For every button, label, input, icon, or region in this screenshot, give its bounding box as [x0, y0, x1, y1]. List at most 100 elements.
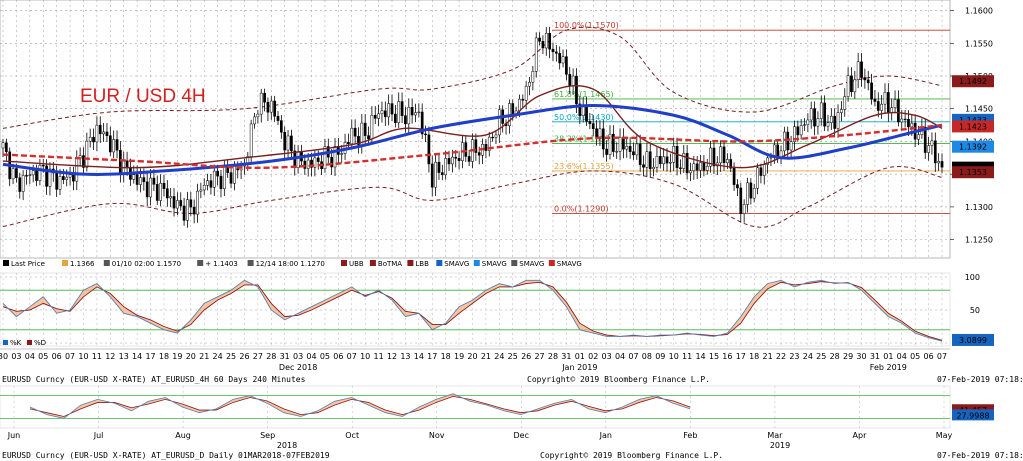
date-tick-label: 18: [159, 352, 169, 361]
legend-label: SMAVG: [482, 260, 507, 268]
legend-label: SMAVG: [557, 260, 582, 268]
candle-body: [806, 119, 810, 125]
candle-body: [290, 135, 293, 152]
date-tick-label: 10: [360, 352, 370, 361]
candle-body: [119, 150, 122, 174]
candle-body: [273, 100, 276, 117]
daily-badges: 41.45727.9988: [952, 404, 994, 421]
candle-body: [521, 98, 525, 101]
candle-body: [373, 114, 377, 119]
oscillator-legend: %K %D: [3, 339, 46, 347]
candle-body: [437, 161, 441, 173]
daily-month-label: Jul: [93, 431, 104, 440]
date-tick-label: 17: [145, 352, 155, 361]
date-tick-label: 05: [38, 352, 48, 361]
candle-body: [900, 118, 904, 123]
candle-body: [186, 199, 189, 221]
candle-body: [568, 74, 572, 87]
candle-body: [863, 77, 867, 81]
candle-body: [1, 142, 5, 149]
candle-body: [430, 163, 434, 188]
candle-body: [551, 48, 555, 53]
legend-label: Last Price: [11, 260, 45, 268]
date-tick-label: 31: [561, 352, 571, 361]
date-tick-label: 04: [25, 352, 35, 361]
candle-body: [722, 146, 726, 164]
osc-badge-bg: [952, 333, 994, 346]
date-tick-label: 06: [923, 352, 933, 361]
date-tick-label: 18: [749, 352, 759, 361]
date-tick-label: 06: [333, 352, 343, 361]
date-tick-label: 10: [669, 352, 679, 361]
candle-body: [531, 71, 535, 83]
candle-body: [635, 143, 639, 156]
date-tick-label: 03: [602, 352, 612, 361]
date-tick-label: 21: [199, 352, 209, 361]
legend-swatch: [407, 260, 414, 266]
candle-body: [464, 142, 468, 157]
legend-swatch: [548, 260, 555, 266]
candle-body: [283, 131, 287, 151]
candle-body: [212, 170, 216, 188]
fib-label: 50.0%(1.1430): [554, 113, 614, 122]
legend-label: SMAVG: [444, 260, 469, 268]
candle-body: [846, 75, 850, 97]
candle-body: [115, 139, 119, 151]
fib-label: 23.6%(1.1355): [554, 162, 614, 171]
candle-body: [669, 162, 672, 164]
candle-body: [658, 155, 662, 165]
legend-label: + 1.1403: [205, 260, 238, 268]
osc-legend-label: %K: [10, 339, 22, 347]
price-badge-label: 1.1392: [959, 143, 987, 152]
candle-body: [575, 75, 578, 105]
price-panel: 100.0%(1.1570) 61.8%(1.1465) 50.0%(1.1430)…: [0, 0, 994, 259]
candle-body: [591, 123, 595, 129]
fib-label: 61.8%(1.1465): [554, 90, 614, 99]
date-tick-label: 28: [266, 352, 276, 361]
legend-swatch: [511, 260, 518, 266]
date-tick-label: 11: [92, 352, 102, 361]
price-badge-bg: [952, 120, 994, 133]
candle-body: [72, 174, 75, 182]
candle-body: [732, 167, 736, 185]
candle-body: [933, 140, 937, 164]
daily-month-label: Jun: [7, 431, 21, 440]
legend-label: SMAVG: [519, 260, 544, 268]
candle-body: [883, 92, 887, 105]
candle-body: [380, 110, 384, 115]
candle-body: [266, 101, 270, 113]
candle-body: [705, 165, 709, 171]
candle-body: [222, 165, 226, 189]
daily-month-label: May: [936, 431, 953, 440]
legend-swatch: [62, 260, 68, 266]
candle-body: [511, 103, 515, 115]
candle-body: [561, 56, 565, 64]
candle-body: [5, 142, 8, 153]
candle-body: [746, 182, 749, 205]
date-tick-label: 28: [548, 352, 558, 361]
candle-body: [467, 156, 471, 162]
candle-body: [850, 75, 853, 93]
price-candles: [1, 26, 944, 228]
candle-body: [397, 101, 401, 123]
daily-month-label: Mar: [767, 431, 783, 440]
price-tick-label: 1.1450: [965, 105, 993, 114]
footer-line1-left: EURUSD Curncy (EUR-USD X-RATE) AT_EURUSD…: [2, 375, 306, 384]
candle-body: [420, 111, 424, 135]
candle-body: [625, 146, 629, 150]
candle-body: [249, 123, 253, 157]
date-tick-label: 24: [494, 352, 504, 361]
candle-body: [11, 168, 15, 180]
date-tick-label: 31: [870, 352, 880, 361]
oscillator-panel: 050100 %K%D 3.0899: [0, 272, 994, 348]
candle-body: [474, 139, 478, 153]
candle-body: [518, 98, 521, 112]
date-tick-label: 28: [830, 352, 840, 361]
price-frame: [0, 0, 951, 259]
daily-month-label: Dec: [514, 431, 529, 440]
candle-body: [554, 51, 558, 54]
candle-body: [451, 156, 454, 165]
osc-badge-label: 3.0899: [959, 336, 987, 345]
candle-body: [534, 37, 538, 72]
candle-body: [907, 119, 910, 128]
